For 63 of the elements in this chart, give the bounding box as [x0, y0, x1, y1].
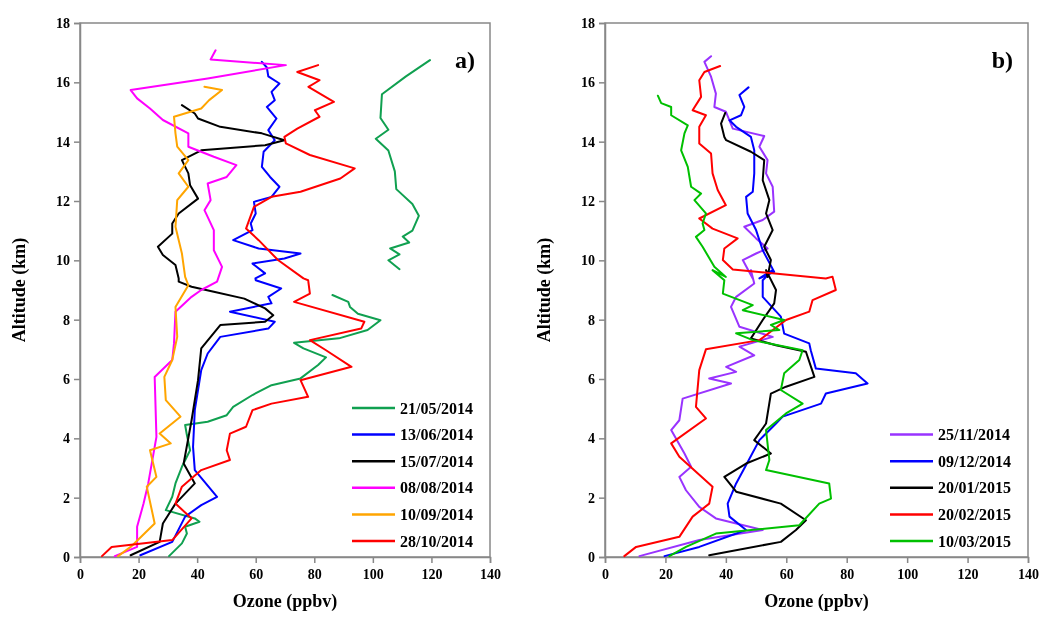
y-tick-label: 6 [588, 371, 595, 387]
legend-label: 15/07/2014 [400, 452, 473, 470]
line-series [663, 86, 869, 558]
text: a) [455, 47, 475, 73]
y-axis-title: Altitude (km) [534, 237, 555, 343]
legend-label: 10/03/2015 [938, 532, 1011, 550]
x-axis-title: Ozone (ppbv) [232, 591, 338, 612]
y-tick-label: 16 [56, 75, 70, 91]
x-tick-label: 120 [421, 566, 443, 582]
x-tick-label: 120 [957, 566, 979, 582]
x-axis-title: Ozone (ppbv) [764, 591, 869, 612]
y-tick-label: 14 [56, 134, 70, 150]
y-tick-label: 10 [56, 253, 70, 269]
x-tick-label: 80 [840, 566, 855, 582]
y-tick-label: 4 [63, 431, 70, 447]
x-tick-label: 0 [602, 566, 609, 582]
line-series [139, 60, 302, 557]
x-tick-label: 40 [190, 566, 205, 582]
y-tick-label: 8 [588, 312, 595, 328]
line-series [623, 65, 837, 558]
line-series [117, 85, 224, 558]
y-tick-label: 2 [63, 490, 70, 506]
x-tick-label: 100 [362, 566, 384, 582]
y-axis-title: Altitude (km) [9, 237, 30, 343]
y-tick-label: 0 [588, 549, 595, 565]
line-series [100, 64, 366, 558]
legend-label: 20/02/2015 [938, 505, 1011, 523]
y-tick-label: 18 [56, 15, 70, 31]
legend-label: 20/01/2015 [938, 479, 1011, 497]
y-tick-label: 2 [588, 490, 595, 506]
text: b) [991, 47, 1013, 73]
x-tick-label: 60 [779, 566, 794, 582]
y-tick-label: 8 [63, 312, 70, 328]
y-tick-label: 4 [588, 431, 595, 447]
line-series [638, 55, 776, 558]
line-series [113, 49, 287, 558]
x-tick-label: 60 [249, 566, 264, 582]
legend-label: 28/10/2014 [400, 532, 473, 550]
x-tick-label: 140 [480, 566, 501, 582]
y-tick-label: 16 [581, 75, 595, 91]
line-series [656, 94, 832, 558]
y-tick-label: 14 [581, 134, 595, 150]
x-tick-label: 0 [77, 566, 84, 582]
legend-label: 21/05/2014 [400, 399, 473, 417]
legend-label: 08/08/2014 [400, 479, 473, 497]
y-tick-label: 12 [56, 193, 70, 209]
y-tick-label: 12 [581, 193, 595, 209]
y-tick-label: 10 [581, 253, 595, 269]
x-tick-label: 100 [897, 566, 919, 582]
y-tick-label: 0 [63, 549, 70, 565]
x-tick-label: 140 [1018, 566, 1039, 582]
y-tick-label: 6 [63, 371, 70, 387]
line-series [129, 104, 286, 557]
x-tick-label: 20 [658, 566, 673, 582]
legend-label: 09/12/2014 [938, 452, 1011, 470]
legend-label: 10/09/2014 [400, 505, 473, 523]
line-series [708, 111, 816, 557]
legend-label: 25/11/2014 [938, 426, 1011, 444]
x-tick-label: 40 [719, 566, 734, 582]
legend-label: 13/06/2014 [400, 426, 473, 444]
x-tick-label: 80 [307, 566, 322, 582]
y-tick-label: 18 [581, 15, 595, 31]
x-tick-label: 20 [132, 566, 147, 582]
